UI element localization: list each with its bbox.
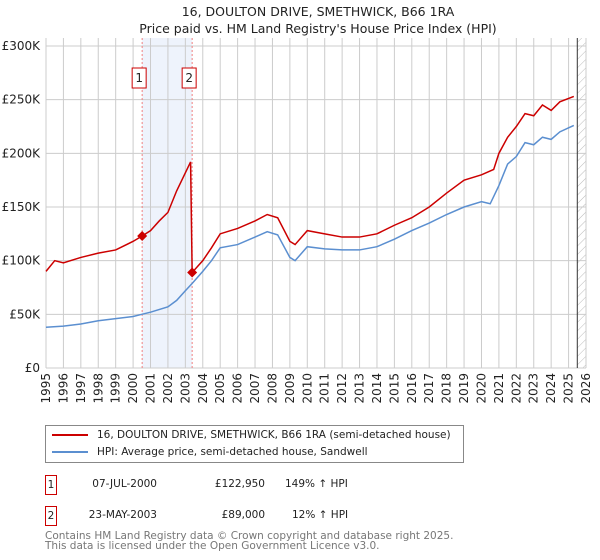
series-line-property (45, 95, 575, 275)
x-tick-label: 1995 (39, 373, 53, 404)
y-tick-label: £300K (2, 39, 42, 53)
sale-row-2: 2 23-MAY-2003 £89,000 12% ↑ HPI (45, 506, 445, 526)
sale-marker-label: 2 (185, 71, 193, 85)
x-tick-label: 2011 (318, 373, 332, 404)
x-tick-label: 2013 (353, 373, 367, 404)
chart-title: 16, DOULTON DRIVE, SMETHWICK, B66 1RA (182, 4, 455, 19)
x-tick-label: 1998 (91, 373, 105, 404)
legend-item-property: 16, DOULTON DRIVE, SMETHWICK, B66 1RA (s… (52, 429, 451, 441)
sale-marker-box (131, 67, 147, 89)
x-tick-label: 2019 (457, 373, 471, 404)
x-tick-label: 1997 (74, 373, 88, 404)
legend-swatch-blue (52, 451, 88, 453)
x-tick-label: 2010 (300, 373, 314, 404)
sale-row-1: 1 07-JUL-2000 £122,950 149% ↑ HPI (45, 475, 445, 495)
y-tick-label: £200K (2, 146, 42, 160)
x-tick-label: 2003 (178, 373, 192, 404)
sale-point (137, 231, 148, 242)
sale-hpi: 149% ↑ HPI (285, 478, 348, 490)
x-tick-label: 2024 (544, 373, 558, 404)
sale-date: 23-MAY-2003 (88, 509, 157, 521)
sale-date: 07-JUL-2000 (92, 478, 157, 490)
x-tick-label: 2014 (370, 373, 384, 404)
x-tick-label: 2018 (440, 373, 454, 404)
y-tick-label: £0 (25, 361, 40, 375)
x-tick-label: 2026 (579, 373, 593, 404)
legend-item-hpi: HPI: Average price, semi-detached house,… (52, 446, 368, 458)
x-tick-label: 2009 (283, 373, 297, 404)
legend-swatch-red (52, 434, 88, 436)
legend-label: 16, DOULTON DRIVE, SMETHWICK, B66 1RA (s… (97, 429, 451, 441)
x-tick-label: 2000 (126, 373, 140, 404)
price-chart: 16, DOULTON DRIVE, SMETHWICK, B66 1RA Pr… (2, 4, 593, 404)
sale-badge: 2 (45, 506, 57, 526)
legend: 16, DOULTON DRIVE, SMETHWICK, B66 1RA (s… (45, 425, 464, 463)
x-tick-label: 2007 (248, 373, 262, 404)
x-tick-label: 2021 (492, 373, 506, 404)
x-tick-label: 2015 (387, 373, 401, 404)
y-tick-label: £250K (2, 93, 42, 107)
sale-price: £89,000 (221, 509, 265, 521)
footer: Contains HM Land Registry data © Crown c… (45, 530, 454, 552)
sale-point (187, 267, 198, 278)
x-tick-label: 2002 (161, 373, 175, 404)
footer-line-1: Contains HM Land Registry data © Crown c… (45, 530, 454, 542)
series-line-hpi (45, 124, 575, 328)
x-tick-label: 2016 (405, 373, 419, 404)
x-tick-label: 2001 (144, 373, 158, 404)
x-tick-label: 2005 (213, 373, 227, 404)
sale-badge: 1 (45, 475, 57, 495)
x-tick-label: 1999 (109, 373, 123, 404)
sale-marker-label: 1 (135, 71, 143, 85)
y-tick-label: £50K (9, 307, 41, 321)
x-tick-label: 2006 (231, 373, 245, 404)
chart-subtitle: Price paid vs. HM Land Registry's House … (139, 21, 496, 36)
forecast-hatch (577, 38, 586, 368)
x-tick-label: 2008 (265, 373, 279, 404)
x-tick-label: 2017 (422, 373, 436, 404)
legend-label: HPI: Average price, semi-detached house,… (97, 446, 368, 458)
sale-hpi: 12% ↑ HPI (292, 509, 349, 521)
x-tick-label: 2004 (196, 373, 210, 404)
sale-marker-box (181, 67, 197, 89)
y-tick-label: £150K (2, 200, 42, 214)
x-tick-label: 2022 (509, 373, 523, 404)
y-tick-label: £100K (2, 254, 42, 268)
x-tick-label: 2020 (474, 373, 488, 404)
x-tick-label: 1996 (56, 373, 70, 404)
x-tick-label: 2012 (335, 373, 349, 404)
x-tick-label: 2023 (527, 373, 541, 404)
x-tick-label: 2025 (562, 373, 576, 404)
sale-price: £122,950 (214, 478, 265, 490)
footer-line-2: This data is licensed under the Open Gov… (45, 540, 380, 552)
